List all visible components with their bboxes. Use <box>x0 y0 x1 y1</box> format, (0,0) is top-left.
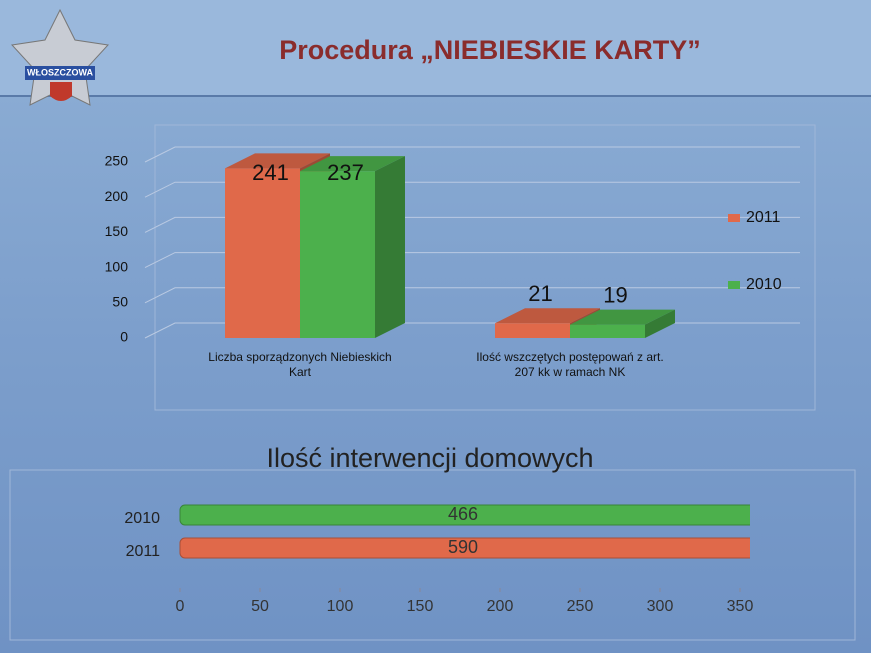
bar-side <box>645 309 675 338</box>
grid-line <box>144 181 800 198</box>
y-tick-label: 0 <box>120 329 128 345</box>
bar-top <box>225 153 330 169</box>
legend-label: 2010 <box>746 276 782 293</box>
y-tick-label: 2011 <box>126 543 161 560</box>
plot-frame <box>154 124 816 411</box>
y-tick-label: 50 <box>112 294 128 310</box>
bar-front <box>225 168 300 338</box>
x-tick-label: Ilość wszczętych postępowań z art. 207 k… <box>476 350 664 379</box>
y-tick-label: 150 <box>105 223 129 239</box>
grid-line <box>144 252 800 269</box>
data-label: 241 <box>252 160 289 185</box>
y-tick-label: 250 <box>105 153 129 169</box>
x-tick-label: 50 <box>251 598 269 615</box>
logo-text: WŁOSZCZOWA <box>27 67 93 77</box>
bar-top <box>300 156 405 172</box>
header-band <box>0 0 871 96</box>
y-tick-label: 100 <box>105 258 129 274</box>
legend-label: 2011 <box>746 209 781 226</box>
slide-title: Procedura „NIEBIESKIE KARTY” <box>279 35 701 65</box>
bar-top <box>570 309 675 325</box>
x-tick-label: 300 <box>647 598 674 615</box>
grid-line <box>144 146 800 163</box>
grid-line <box>144 216 800 233</box>
x-tick-label: 0 <box>176 598 185 615</box>
grid-line <box>144 287 800 304</box>
x-tick-label: 350 <box>727 598 754 615</box>
bar-side <box>375 156 405 338</box>
data-label: 237 <box>327 160 364 185</box>
y-tick-label: 200 <box>105 188 129 204</box>
logo: WŁOSZCZOWA <box>10 8 110 106</box>
data-label: 19 <box>603 282 627 307</box>
bar <box>300 156 405 338</box>
legend-swatch <box>728 214 740 222</box>
x-tick-label: 100 <box>327 598 354 615</box>
x-tick-label: Liczba sporządzonych Niebieskich Kart <box>208 350 392 379</box>
bar <box>179 537 750 559</box>
bar <box>570 309 675 338</box>
legend-swatch <box>728 281 740 289</box>
data-label: 590 <box>448 537 478 557</box>
bar-front <box>300 171 375 338</box>
bar-front <box>570 324 645 338</box>
y-tick-label: 2010 <box>124 510 160 527</box>
x-tick-label: 250 <box>567 598 594 615</box>
x-tick-label: 150 <box>407 598 434 615</box>
bar-front <box>495 323 570 338</box>
x-tick-label: 200 <box>487 598 514 615</box>
bar <box>179 504 750 526</box>
chart-title: Ilość interwencji domowych <box>266 443 593 473</box>
plot-frame <box>9 469 856 641</box>
bar-top <box>495 308 600 324</box>
data-label: 466 <box>448 504 478 524</box>
data-label: 21 <box>528 281 552 306</box>
